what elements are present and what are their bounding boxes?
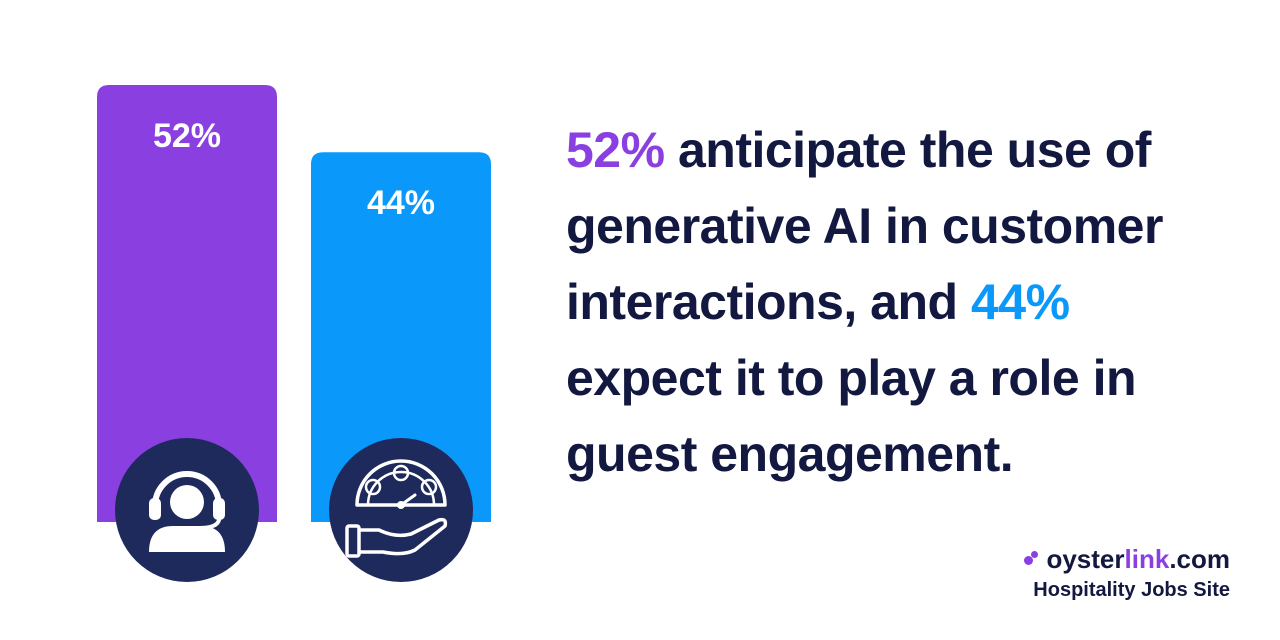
customer-support-headset-icon [115,438,259,582]
brand-name-part3: .com [1169,544,1230,574]
headline-text-1: anticipate the use of generative AI in c… [566,122,1163,330]
bar-1 [97,85,277,522]
bar-chart: 52% 44% [97,85,491,582]
headline-percent-2: 44% [970,274,1070,330]
satisfaction-gauge-hand-icon [329,438,473,582]
headline-text-2: expect it to play a role in guest engage… [566,350,1137,482]
brand-name: oyster link .com [1024,544,1230,574]
bar-2 [311,152,491,522]
brand-tagline: Hospitality Jobs Site [1033,579,1230,601]
bar-1-value-label: 52% [153,117,221,155]
brand-name-part2: link [1124,544,1170,574]
headline: 52% anticipate the use of generative AI … [566,112,1226,492]
brand-name-part1: oyster [1046,544,1125,574]
bar-2-value-label: 44% [367,184,435,222]
brand-logo: oyster link .com Hospitality Jobs Site [1024,544,1230,604]
headline-percent-1: 52% [566,122,665,178]
oyster-dots-icon [1024,551,1040,567]
